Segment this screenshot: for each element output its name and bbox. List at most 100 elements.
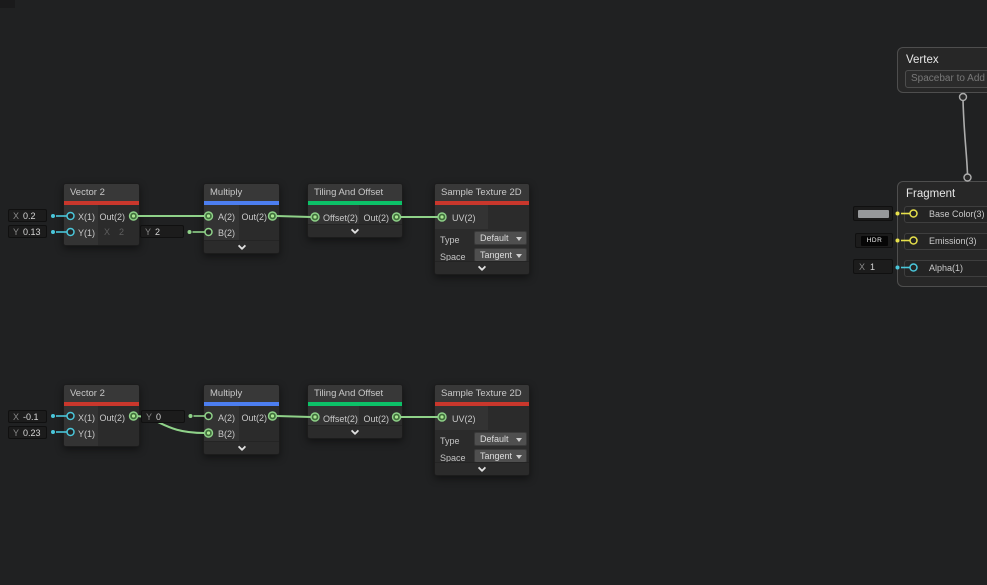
chevron-down-icon: [237, 241, 246, 250]
chevron-down-icon: [350, 426, 360, 435]
collapse-button[interactable]: [204, 240, 279, 253]
port-label-b: B(2): [218, 429, 236, 439]
node-multiply-row1[interactable]: Multiply A(2) B(2) Out(2): [203, 183, 280, 254]
node-title: Multiply: [204, 184, 279, 201]
emission-block[interactable]: Emission(3): [904, 233, 987, 250]
chevron-down-icon: [237, 442, 246, 451]
node-title: Vector 2: [64, 184, 139, 201]
port-label-b: B(2): [218, 228, 236, 238]
hdr-badge: HDR: [861, 236, 888, 246]
node-color-bar: [435, 402, 529, 406]
emission-color-picker[interactable]: HDR: [855, 233, 893, 248]
field-dot: [51, 414, 55, 418]
field-dot: [51, 214, 55, 218]
edge-multiply-to-tiling-row1[interactable]: [275, 215, 312, 218]
vertex-title: Vertex: [906, 54, 939, 66]
field-dot: [51, 430, 55, 434]
node-vector2-row1[interactable]: Vector 2 X(1) Y(1) Out(2): [63, 183, 140, 246]
node-title: Tiling And Offset: [308, 385, 402, 402]
field-dot: [188, 414, 193, 418]
type-dropdown[interactable]: Default: [474, 231, 527, 245]
node-color-bar: [308, 201, 402, 205]
collapse-button[interactable]: [435, 462, 529, 475]
space-label: Space: [440, 252, 466, 262]
port-label-a: A(2): [218, 413, 236, 423]
port-label-x: X(1): [78, 212, 96, 222]
node-color-bar: [64, 402, 139, 406]
port-label-y: Y(1): [78, 228, 96, 238]
stack-edge-top-port[interactable]: [958, 92, 968, 102]
node-title: Sample Texture 2D: [435, 385, 529, 402]
input-port-section: [64, 205, 98, 245]
dropdown-arrow-icon: [516, 237, 522, 241]
port-label-out: Out(2): [99, 413, 125, 423]
port-label-uv: UV(2): [452, 213, 476, 223]
vector2-x-field[interactable]: X 0.2: [8, 209, 47, 222]
port-label-a: A(2): [218, 212, 236, 222]
space-dropdown[interactable]: Tangent: [474, 248, 527, 262]
type-label: Type: [440, 235, 460, 245]
node-multiply-row2[interactable]: Multiply A(2) B(2) Out(2): [203, 384, 280, 455]
chevron-down-icon: [477, 463, 487, 472]
input-port-section: [308, 406, 359, 427]
base-color-picker[interactable]: [853, 206, 893, 221]
port-label-uv: UV(2): [452, 414, 476, 424]
chevron-down-icon: [350, 225, 360, 234]
collapse-button[interactable]: [308, 425, 402, 438]
dropdown-arrow-icon: [516, 438, 522, 442]
collapse-button[interactable]: [308, 224, 402, 237]
node-sample-texture-row1[interactable]: Sample Texture 2D UV(2) Type Default Spa…: [434, 183, 530, 275]
input-port-section: [308, 205, 359, 226]
fragment-title: Fragment: [906, 188, 956, 200]
field-dot: [187, 230, 192, 234]
color-swatch[interactable]: [858, 210, 889, 218]
node-sample-texture-row2[interactable]: Sample Texture 2D UV(2) Type Default Spa…: [434, 384, 530, 476]
node-tiling-offset-row1[interactable]: Tiling And Offset Offset(2) Out(2): [307, 183, 403, 238]
vector2-y-field[interactable]: Y 0.13: [8, 225, 47, 238]
node-tiling-offset-row2[interactable]: Tiling And Offset Offset(2) Out(2): [307, 384, 403, 439]
stack-edge-bottom-port[interactable]: [963, 173, 972, 182]
port-label-out: Out(2): [99, 212, 125, 222]
node-title: Sample Texture 2D: [435, 184, 529, 201]
port-label-out: Out(2): [363, 414, 389, 424]
port-label-out: Out(2): [241, 212, 267, 222]
node-title: Tiling And Offset: [308, 184, 402, 201]
add-block-placeholder[interactable]: Spacebar to Add: [905, 70, 987, 88]
collapse-button[interactable]: [204, 441, 279, 454]
type-dropdown[interactable]: Default: [474, 432, 527, 446]
node-vector2-row2[interactable]: Vector 2 X(1) Y(1) Out(2): [63, 384, 140, 447]
port-label-y: Y(1): [78, 429, 96, 439]
vector2-x-field[interactable]: X -0.1: [8, 410, 47, 423]
vertex-context-block[interactable]: Vertex Spacebar to Add: [897, 47, 987, 93]
chevron-down-icon: [477, 262, 487, 271]
port-label-offset: Offset(2): [323, 213, 358, 223]
alpha-block[interactable]: Alpha(1): [904, 260, 987, 277]
node-title: Multiply: [204, 385, 279, 402]
field-dot: [51, 230, 55, 234]
dropdown-arrow-icon: [516, 254, 522, 258]
edge-multiply-to-tiling-row2[interactable]: [275, 415, 312, 418]
fragment-context-block[interactable]: Fragment Base Color(3) Emission(3) Alpha…: [897, 181, 987, 287]
collapse-button[interactable]: [435, 261, 529, 274]
dropdown-arrow-icon: [516, 455, 522, 459]
space-label: Space: [440, 453, 466, 463]
node-color-bar: [435, 201, 529, 205]
space-dropdown[interactable]: Tangent: [474, 449, 527, 463]
port-label-out: Out(2): [241, 413, 267, 423]
node-color-bar: [308, 402, 402, 406]
port-label-out: Out(2): [363, 213, 389, 223]
base-color-block[interactable]: Base Color(3): [904, 206, 987, 223]
edge-vertex-to-fragment[interactable]: [962, 99, 969, 175]
port-label-offset: Offset(2): [323, 414, 358, 424]
port-label-x: X(1): [78, 413, 96, 423]
node-color-bar: [204, 201, 279, 205]
canvas-corner-decoration: [0, 0, 15, 8]
node-color-bar: [204, 402, 279, 406]
node-color-bar: [64, 201, 139, 205]
vector2-y-field[interactable]: Y 0.23: [8, 426, 47, 439]
